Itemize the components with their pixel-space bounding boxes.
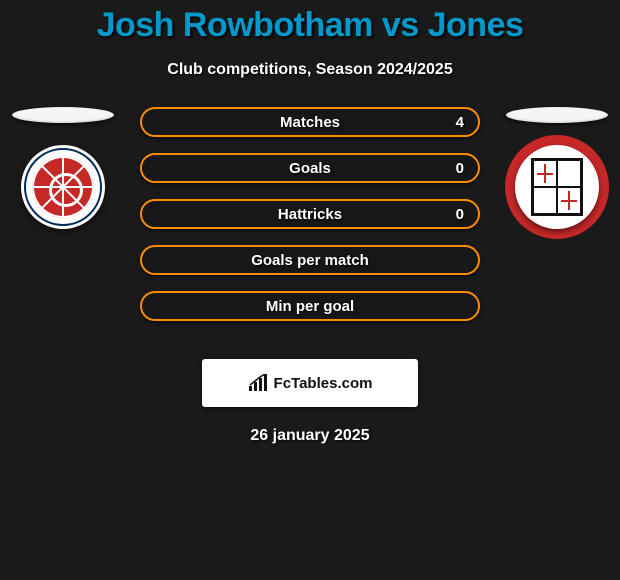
stat-row-hattricks: Hattricks 0 [140, 199, 480, 229]
crest-wheel [32, 156, 94, 218]
attribution-logo: FcTables.com [248, 374, 373, 392]
stat-value-right: 4 [456, 114, 464, 131]
left-team-crest [21, 145, 105, 229]
stat-value-right: 0 [456, 160, 464, 177]
crest-shield-wrap [525, 155, 589, 219]
date-label: 26 january 2025 [0, 427, 620, 445]
stat-label: Min per goal [142, 298, 478, 315]
right-team-platform [506, 107, 608, 123]
subtitle: Club competitions, Season 2024/2025 [0, 61, 620, 79]
page-title: Josh Rowbotham vs Jones [0, 0, 620, 45]
stats-list: Matches 4 Goals 0 Hattricks 0 Goals per … [140, 107, 480, 337]
right-team-crest [515, 145, 599, 229]
stat-row-min-per-goal: Min per goal [140, 291, 480, 321]
stat-label: Goals [142, 160, 478, 177]
bar-chart-icon [248, 374, 270, 392]
attribution-badge: FcTables.com [202, 359, 418, 407]
stat-row-goals: Goals 0 [140, 153, 480, 183]
left-team-column [8, 107, 118, 229]
left-team-platform [12, 107, 114, 123]
stat-value-right: 0 [456, 206, 464, 223]
stat-label: Goals per match [142, 252, 478, 269]
comparison-area: Matches 4 Goals 0 Hattricks 0 Goals per … [0, 107, 620, 347]
stat-row-matches: Matches 4 [140, 107, 480, 137]
shield-icon [531, 158, 583, 216]
attribution-text: FcTables.com [274, 375, 373, 392]
right-team-column [502, 107, 612, 229]
stat-row-goals-per-match: Goals per match [140, 245, 480, 275]
stat-label: Matches [142, 114, 478, 131]
stat-label: Hattricks [142, 206, 478, 223]
